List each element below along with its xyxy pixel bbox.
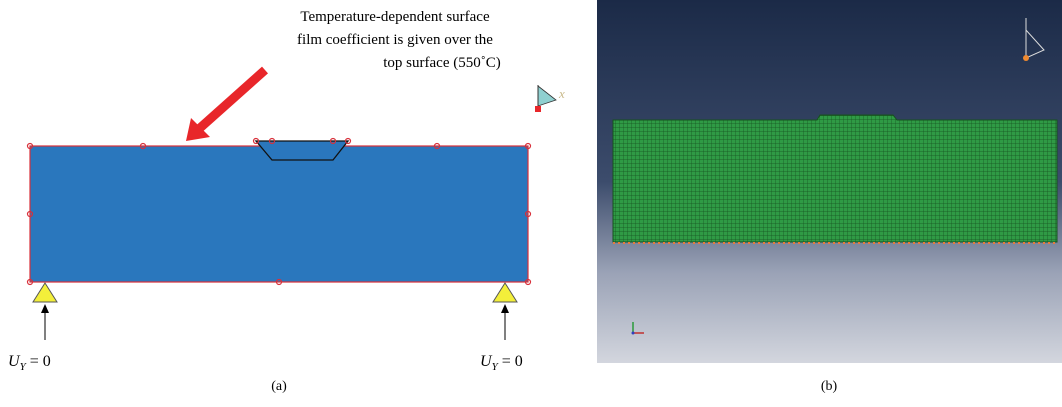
caption: (b) (821, 379, 838, 394)
support (33, 283, 57, 340)
red-arrow (186, 70, 265, 141)
triad: x (535, 85, 565, 112)
rhs: = 0 (30, 353, 51, 370)
support-label: UY= 0 (480, 353, 523, 373)
plate (30, 146, 528, 282)
support (493, 283, 517, 340)
panel-b: (b) (597, 0, 1062, 394)
panel-a: Temperature-dependent surface film coeff… (8, 9, 565, 394)
rhs: = 0 (502, 353, 523, 370)
triad-label: x (558, 86, 565, 101)
subscript: Y (492, 361, 500, 373)
annotation-line: top surface (550˚C) (383, 55, 500, 71)
figure: Temperature-dependent surface film coeff… (0, 0, 1062, 407)
caption: (a) (271, 379, 287, 394)
annotation-line: film coefficient is given over the (297, 32, 493, 48)
support-label: UY= 0 (8, 353, 51, 373)
annotation-line: Temperature-dependent surface (300, 9, 490, 25)
subscript: Y (20, 361, 28, 373)
mesh (613, 115, 1057, 242)
